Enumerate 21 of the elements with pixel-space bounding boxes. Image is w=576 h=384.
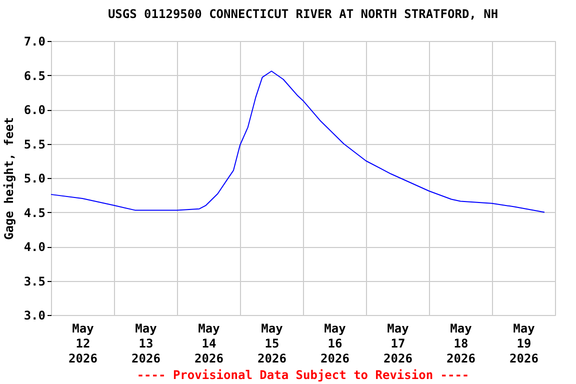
y-tick-label: 3.0 bbox=[24, 308, 46, 322]
y-tick-label: 7.0 bbox=[24, 34, 46, 48]
x-tick-label: May 15 2026 bbox=[258, 322, 286, 366]
y-tick-label: 4.5 bbox=[24, 206, 46, 220]
line-series bbox=[50, 70, 545, 213]
x-tick-label: May 17 2026 bbox=[384, 322, 412, 366]
x-tick-label: May 19 2026 bbox=[510, 322, 538, 366]
x-tick-label: May 12 2026 bbox=[68, 322, 98, 366]
y-tick-label: 4.0 bbox=[24, 240, 46, 254]
x-tick-label: May 13 2026 bbox=[132, 322, 160, 366]
y-tick-label: 5.5 bbox=[24, 137, 46, 152]
text: ---- Provisional Data Subject to Revision ---- bbox=[136, 368, 470, 382]
y-tick-label: 5.0 bbox=[24, 172, 46, 186]
y-axis-title: Gage height, feet bbox=[2, 117, 16, 240]
x-tick-label: May 16 2026 bbox=[320, 322, 350, 366]
y-tick-label: 6.5 bbox=[24, 68, 46, 83]
chart-title: USGS 01129500 CONNECTICUT RIVER AT NORTH STRATFORD, NH bbox=[108, 7, 498, 21]
y-tick-label: 3.5 bbox=[24, 274, 46, 288]
y-tick-label: 6.0 bbox=[24, 103, 46, 117]
x-tick-label: May 14 2026 bbox=[194, 322, 224, 366]
x-tick-label: May 18 2026 bbox=[446, 322, 476, 366]
